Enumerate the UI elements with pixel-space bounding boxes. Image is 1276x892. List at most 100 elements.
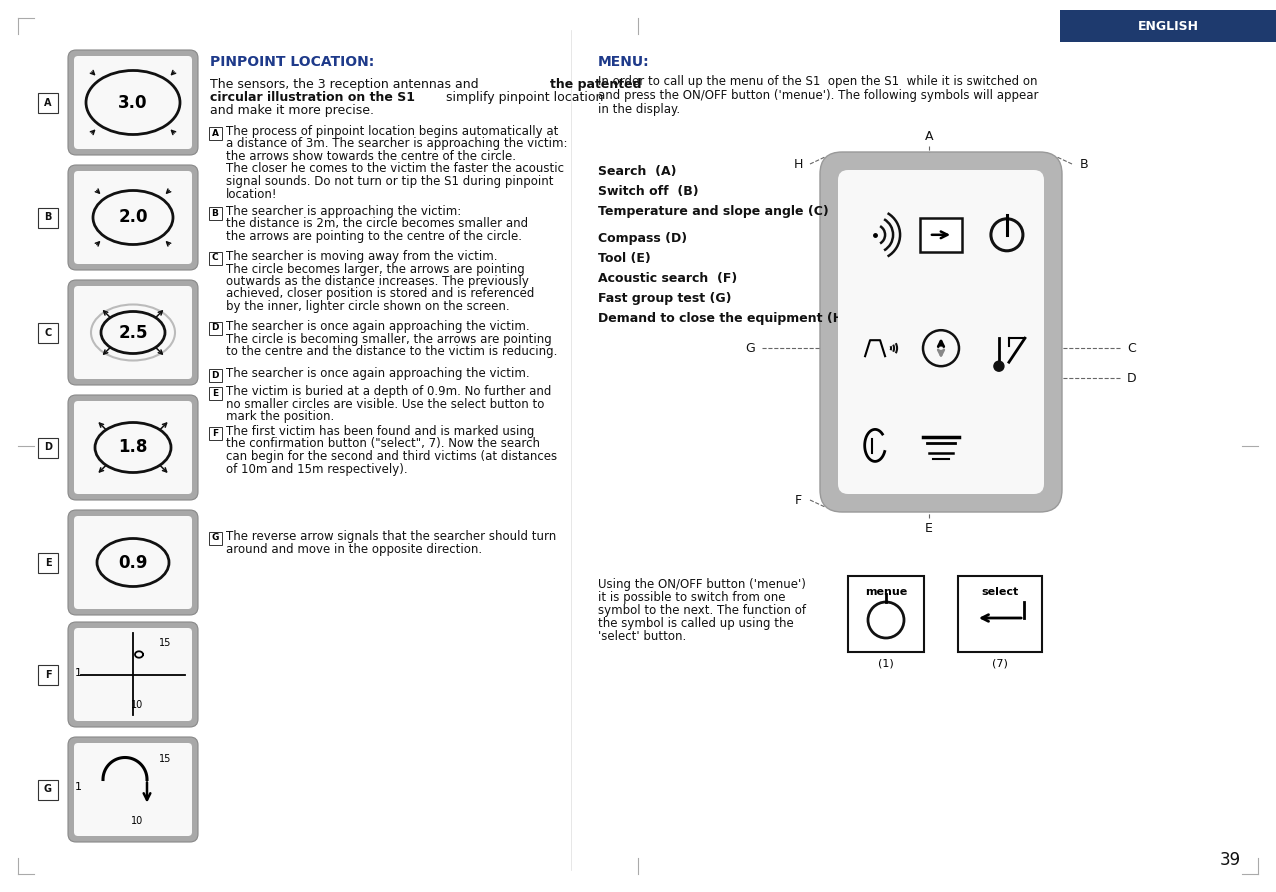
Text: The searcher is approaching the victim:: The searcher is approaching the victim: (226, 205, 461, 218)
FancyBboxPatch shape (208, 386, 222, 400)
Text: Search  (A): Search (A) (598, 165, 676, 178)
Text: B: B (1079, 158, 1088, 170)
Text: menue: menue (865, 587, 907, 597)
Text: Tool (E): Tool (E) (598, 252, 651, 265)
Text: D: D (212, 324, 218, 333)
Text: The closer he comes to the victim the faster the acoustic: The closer he comes to the victim the fa… (226, 162, 564, 176)
FancyBboxPatch shape (208, 252, 222, 265)
Text: PINPOINT LOCATION:: PINPOINT LOCATION: (211, 55, 374, 69)
Text: 10: 10 (131, 815, 143, 825)
Text: 2.5: 2.5 (119, 324, 148, 342)
Text: ENGLISH: ENGLISH (1137, 20, 1198, 32)
FancyBboxPatch shape (38, 93, 57, 112)
Text: F: F (212, 428, 218, 437)
FancyBboxPatch shape (1060, 10, 1276, 42)
Text: B: B (45, 212, 52, 222)
Text: 'select' button.: 'select' button. (598, 630, 686, 643)
Text: The circle becomes larger, the arrows are pointing: The circle becomes larger, the arrows ar… (226, 262, 524, 276)
Text: 2.0: 2.0 (119, 209, 148, 227)
Text: A: A (45, 97, 52, 108)
Text: Fast group test (G): Fast group test (G) (598, 292, 731, 305)
FancyBboxPatch shape (920, 218, 962, 252)
FancyBboxPatch shape (958, 576, 1042, 652)
Text: The circle is becoming smaller, the arrows are pointing: The circle is becoming smaller, the arro… (226, 333, 551, 345)
FancyBboxPatch shape (38, 780, 57, 799)
FancyBboxPatch shape (68, 510, 198, 615)
Text: Compass (D): Compass (D) (598, 232, 686, 245)
FancyBboxPatch shape (68, 395, 198, 500)
FancyBboxPatch shape (849, 576, 924, 652)
FancyBboxPatch shape (68, 737, 198, 842)
Text: The victim is buried at a depth of 0.9m. No further and: The victim is buried at a depth of 0.9m.… (226, 385, 551, 398)
Text: 0.9: 0.9 (119, 554, 148, 572)
FancyBboxPatch shape (74, 743, 191, 836)
Text: D: D (43, 442, 52, 452)
Text: achieved, closer position is stored and is referenced: achieved, closer position is stored and … (226, 287, 535, 301)
Text: In order to call up the menu of the S1  open the S1  while it is switched on: In order to call up the menu of the S1 o… (598, 75, 1037, 88)
Text: of 10m and 15m respectively).: of 10m and 15m respectively). (226, 462, 407, 475)
FancyBboxPatch shape (208, 532, 222, 544)
Text: symbol to the next. The function of: symbol to the next. The function of (598, 604, 806, 617)
FancyBboxPatch shape (74, 401, 191, 494)
Text: The sensors, the 3 reception antennas and: The sensors, the 3 reception antennas an… (211, 78, 482, 91)
Text: signal sounds. Do not turn or tip the S1 during pinpoint: signal sounds. Do not turn or tip the S1… (226, 175, 554, 188)
Text: G: G (212, 533, 218, 542)
FancyBboxPatch shape (208, 207, 222, 219)
Text: 15: 15 (158, 639, 171, 648)
Text: The searcher is once again approaching the victim.: The searcher is once again approaching t… (226, 367, 530, 380)
FancyBboxPatch shape (68, 165, 198, 270)
FancyBboxPatch shape (74, 286, 191, 379)
Text: The process of pinpoint location begins automatically at: The process of pinpoint location begins … (226, 125, 559, 138)
Text: Demand to close the equipment (H): Demand to close the equipment (H) (598, 312, 849, 325)
Text: circular illustration on the S1: circular illustration on the S1 (211, 91, 415, 104)
Text: The first victim has been found and is marked using: The first victim has been found and is m… (226, 425, 535, 438)
Text: 3.0: 3.0 (119, 94, 148, 112)
FancyBboxPatch shape (68, 280, 198, 385)
Text: 1.8: 1.8 (119, 439, 148, 457)
FancyBboxPatch shape (208, 426, 222, 440)
Text: simplify pinpoint location: simplify pinpoint location (441, 91, 604, 104)
FancyBboxPatch shape (208, 127, 222, 139)
Text: H: H (794, 158, 803, 170)
Text: (1): (1) (878, 659, 894, 669)
Text: MENU:: MENU: (598, 55, 649, 69)
Text: 10: 10 (131, 700, 143, 711)
FancyBboxPatch shape (208, 368, 222, 382)
FancyBboxPatch shape (38, 208, 57, 227)
Text: outwards as the distance increases. The previously: outwards as the distance increases. The … (226, 275, 528, 288)
FancyBboxPatch shape (38, 552, 57, 573)
Text: in the display.: in the display. (598, 103, 680, 116)
Text: and make it more precise.: and make it more precise. (211, 104, 374, 117)
Circle shape (994, 361, 1004, 371)
Text: C: C (212, 253, 218, 262)
FancyBboxPatch shape (38, 437, 57, 458)
Text: and press the ON/OFF button ('menue'). The following symbols will appear: and press the ON/OFF button ('menue'). T… (598, 89, 1039, 102)
Text: 39: 39 (1220, 851, 1240, 869)
Text: C: C (45, 327, 51, 337)
Text: 15: 15 (158, 754, 171, 764)
Text: the arrows show towards the centre of the circle.: the arrows show towards the centre of th… (226, 150, 516, 163)
FancyBboxPatch shape (68, 622, 198, 727)
Text: C: C (1128, 342, 1137, 355)
Text: E: E (212, 389, 218, 398)
Text: B: B (212, 209, 218, 218)
Text: it is possible to switch from one: it is possible to switch from one (598, 591, 786, 604)
Text: G: G (745, 342, 755, 355)
Text: the patented: the patented (550, 78, 642, 91)
Text: by the inner, lighter circle shown on the screen.: by the inner, lighter circle shown on th… (226, 300, 509, 313)
FancyBboxPatch shape (68, 50, 198, 155)
Text: The searcher is once again approaching the victim.: The searcher is once again approaching t… (226, 320, 530, 333)
Text: F: F (795, 493, 801, 507)
Text: Switch off  (B): Switch off (B) (598, 185, 699, 198)
Text: no smaller circles are visible. Use the select button to: no smaller circles are visible. Use the … (226, 398, 545, 410)
Text: Using the ON/OFF button ('menue'): Using the ON/OFF button ('menue') (598, 578, 806, 591)
Text: location!: location! (226, 187, 277, 201)
Text: 1: 1 (74, 782, 82, 792)
Text: Temperature and slope angle (C): Temperature and slope angle (C) (598, 205, 828, 218)
Text: to the centre and the distance to the victim is reducing.: to the centre and the distance to the vi… (226, 345, 558, 358)
Text: a distance of 3m. The searcher is approaching the victim:: a distance of 3m. The searcher is approa… (226, 137, 568, 151)
Text: A: A (925, 129, 933, 143)
FancyBboxPatch shape (74, 171, 191, 264)
Text: The searcher is moving away from the victim.: The searcher is moving away from the vic… (226, 250, 498, 263)
Text: (7): (7) (991, 659, 1008, 669)
